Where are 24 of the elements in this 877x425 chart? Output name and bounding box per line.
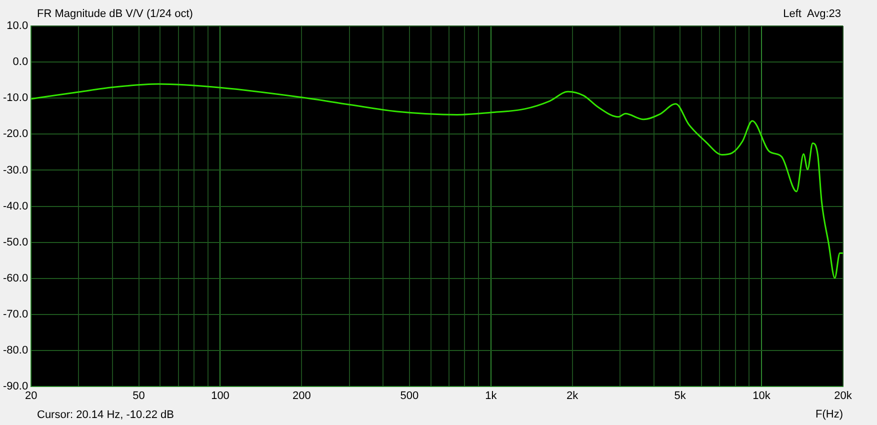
text: Left Avg:23	[783, 8, 841, 20]
x-tick-label: 10k	[752, 390, 771, 402]
x-axis-title: F(Hz)	[816, 408, 843, 420]
x-tick-label: 2k	[566, 390, 579, 402]
y-tick-label: 0.0	[12, 56, 28, 68]
text: Cursor: 20.14 Hz, -10.22 dB	[37, 409, 174, 421]
x-tick-label: 50	[132, 390, 145, 402]
x-tick-label: 200	[292, 390, 311, 402]
y-tick-label: -50.0	[2, 236, 28, 248]
x-tick-label: 100	[211, 390, 230, 402]
x-tick-label: 5k	[674, 390, 686, 402]
y-tick-label: 10.0	[6, 20, 28, 32]
x-tick-label: 20k	[834, 390, 852, 402]
y-tick-label: -30.0	[2, 164, 28, 176]
x-tick-label: 500	[400, 390, 419, 402]
chart-title: FR Magnitude dB V/V (1/24 oct)	[37, 8, 193, 20]
y-tick-label: -40.0	[2, 200, 28, 212]
y-tick-label: -10.0	[2, 92, 28, 104]
y-tick-label: -70.0	[2, 308, 28, 321]
y-tick-label: -80.0	[2, 344, 28, 357]
x-tick-label: 1k	[485, 390, 498, 402]
y-tick-label: -60.0	[2, 272, 28, 284]
x-tick-label: 20	[24, 390, 38, 402]
y-tick-label: -20.0	[2, 128, 28, 140]
